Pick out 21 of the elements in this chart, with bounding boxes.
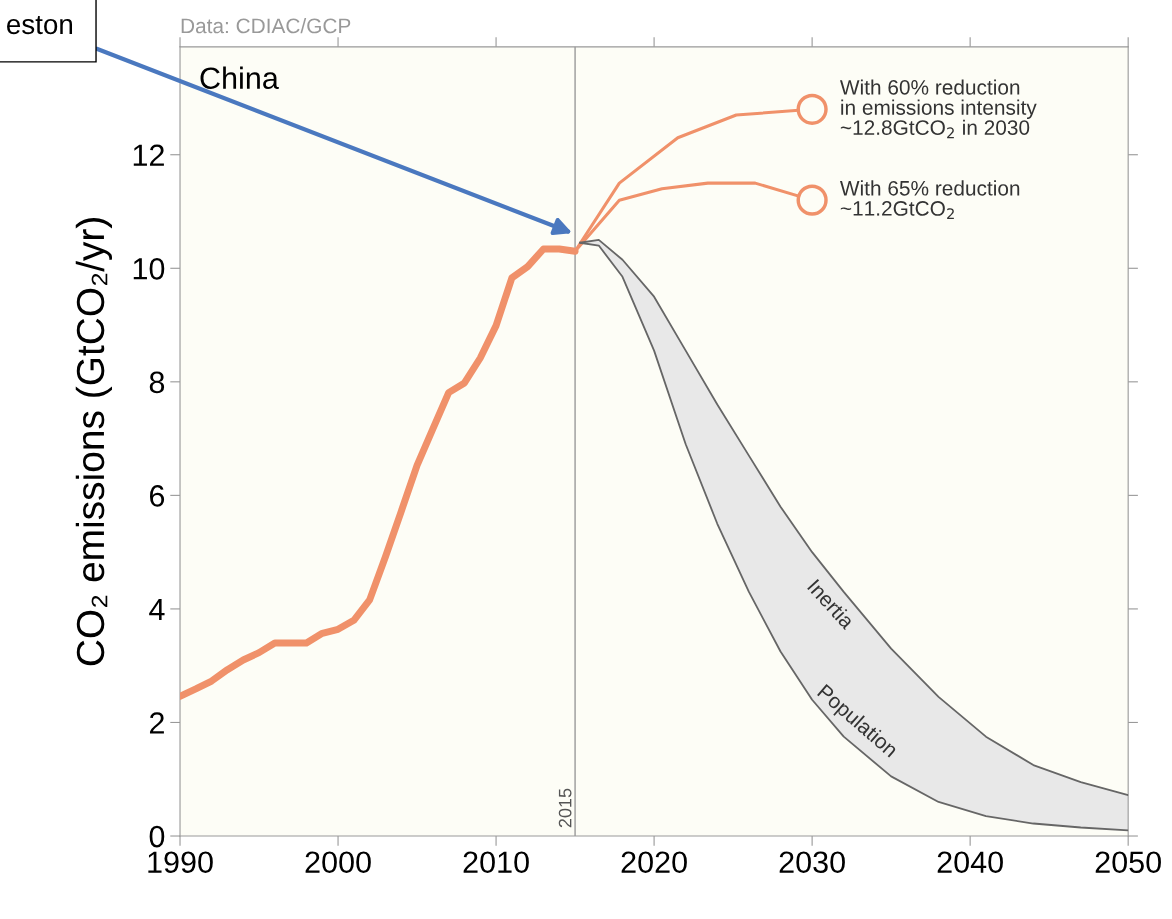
x-tick-label: 2010 [463, 851, 529, 874]
x-tick-label: 2000 [305, 851, 371, 874]
x-tick-label: 2040 [937, 851, 1003, 874]
y-tick-label: 8 [149, 371, 165, 394]
annotation: With 65% reduction ~11.2GtCO$_{2}$ [839, 180, 1020, 220]
x-tick-label: 2030 [779, 851, 845, 874]
y-tick-label: 12 [133, 144, 164, 166]
ref-line-label: 2015 [558, 788, 572, 828]
y-tick-label: 10 [133, 258, 165, 280]
y-tick-label: 0 [149, 825, 165, 848]
x-tick-label: 1990 [148, 851, 213, 874]
text: eston [7, 15, 73, 35]
text: China [200, 66, 279, 90]
y-axis-title: CO₂ emissions (GtCO₂/yr) [75, 218, 113, 666]
y-tick-label: 6 [150, 485, 165, 507]
annotation: With 60% reduction in emissions intensity ~12.8GtCO$_{2}$ in 2030 [839, 79, 1037, 139]
y-tick-label: 4 [149, 598, 165, 620]
y-tick-label: 2 [149, 712, 164, 734]
x-tick-label: 2020 [621, 851, 687, 874]
x-tick-label: 2050 [1095, 851, 1161, 874]
text: Data: CDIAC/GCP [181, 17, 351, 34]
